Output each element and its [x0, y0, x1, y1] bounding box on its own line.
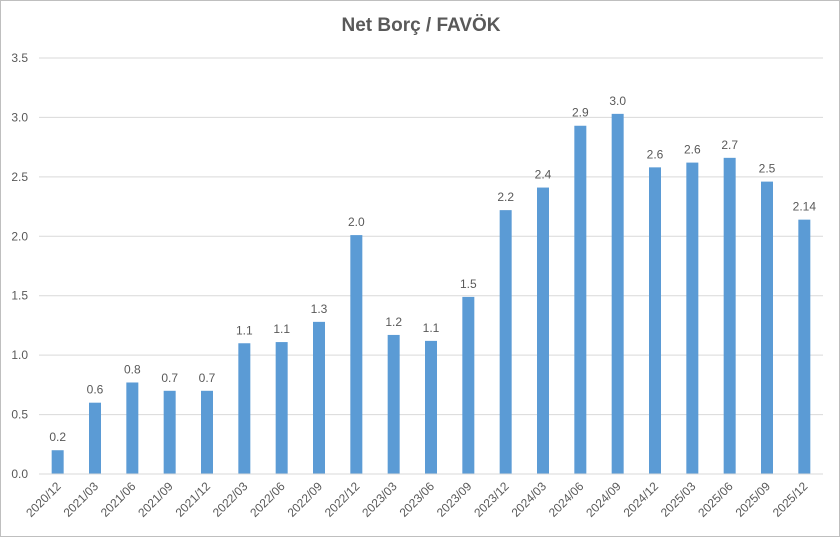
- y-tick-label: 1.5: [11, 289, 28, 303]
- data-label: 1.3: [311, 302, 328, 316]
- bar: [425, 340, 437, 474]
- x-tick-label: 2021/12: [173, 479, 214, 520]
- data-label: 0.2: [49, 430, 66, 444]
- y-tick-label: 1.0: [11, 348, 28, 362]
- x-axis-ticks: 2020/122021/032021/062021/092021/122022/…: [23, 479, 810, 520]
- y-tick-label: 0.5: [11, 408, 28, 422]
- bar: [686, 162, 699, 474]
- bar: [350, 235, 363, 474]
- bar: [89, 402, 101, 474]
- bar: [761, 181, 773, 474]
- x-tick-label: 2024/09: [583, 479, 624, 520]
- x-tick-label: 2022/06: [247, 479, 288, 520]
- data-label: 3.0: [609, 94, 626, 108]
- x-tick-label: 2021/03: [61, 479, 102, 520]
- y-tick-label: 3.5: [11, 51, 28, 65]
- bar: [537, 187, 549, 474]
- data-label: 1.1: [236, 323, 253, 337]
- data-label: 0.7: [199, 371, 216, 385]
- data-label: 2.9: [572, 106, 589, 120]
- bar: [313, 321, 325, 474]
- bar: [611, 113, 624, 474]
- x-tick-label: 2021/06: [98, 479, 139, 520]
- chart-title: Net Borç / FAVÖK: [341, 15, 501, 36]
- bar: [462, 296, 475, 474]
- bar: [275, 342, 288, 474]
- bar: [649, 167, 661, 474]
- data-label: 0.8: [124, 362, 141, 376]
- data-label: 0.6: [87, 383, 104, 397]
- x-tick-label: 2023/03: [359, 479, 400, 520]
- x-tick-label: 2025/09: [733, 479, 774, 520]
- data-label: 2.5: [759, 162, 776, 176]
- x-tick-label: 2024/03: [509, 479, 550, 520]
- data-label: 2.6: [647, 147, 664, 161]
- data-label: 2.14: [793, 200, 817, 214]
- y-tick-label: 3.0: [11, 110, 28, 124]
- data-label: 2.0: [348, 215, 365, 229]
- bar: [163, 390, 176, 474]
- data-label: 1.1: [423, 321, 440, 335]
- x-tick-label: 2025/03: [658, 479, 699, 520]
- data-label: 1.2: [385, 315, 402, 329]
- y-tick-label: 2.5: [11, 170, 28, 184]
- x-tick-label: 2024/06: [546, 479, 587, 520]
- y-axis-ticks: 0.0 0.5 1.0 1.5 2.0 2.5 3.0 3.5: [11, 51, 28, 481]
- bar: [126, 382, 139, 474]
- x-tick-label: 2022/12: [322, 479, 363, 520]
- x-tick-label: 2023/06: [397, 479, 438, 520]
- bar: [723, 157, 736, 474]
- y-tick-label: 2.0: [11, 229, 28, 243]
- data-label: 2.4: [535, 168, 552, 182]
- bar: [574, 125, 587, 475]
- data-label: 2.7: [721, 138, 738, 152]
- x-tick-label: 2022/09: [285, 479, 326, 520]
- bars: [51, 113, 811, 475]
- bar: [201, 390, 213, 474]
- y-tick-label: 0.0: [11, 467, 28, 481]
- x-tick-label: 2023/12: [471, 479, 512, 520]
- bar: [798, 219, 811, 474]
- data-label: 1.5: [460, 277, 477, 291]
- data-labels: 0.2 0.6 0.8 0.7 0.7 1.1 1.1 1.3 2.0 1.2 1.1 1.5 2.2 2…: [49, 94, 816, 444]
- bar: [238, 343, 251, 474]
- x-tick-label: 2023/09: [434, 479, 475, 520]
- x-tick-label: 2025/06: [695, 479, 736, 520]
- data-label: 2.6: [684, 143, 701, 157]
- x-tick-label: 2021/09: [135, 479, 176, 520]
- bar: [499, 210, 512, 474]
- data-label: 0.7: [161, 371, 178, 385]
- x-tick-label: 2025/12: [770, 479, 811, 520]
- x-tick-label: 2020/12: [23, 479, 64, 520]
- data-label: 1.1: [273, 322, 290, 336]
- x-tick-label: 2022/03: [210, 479, 251, 520]
- bar: [387, 334, 400, 474]
- x-tick-label: 2024/12: [621, 479, 662, 520]
- data-label: 2.2: [497, 190, 514, 204]
- bar: [51, 450, 64, 474]
